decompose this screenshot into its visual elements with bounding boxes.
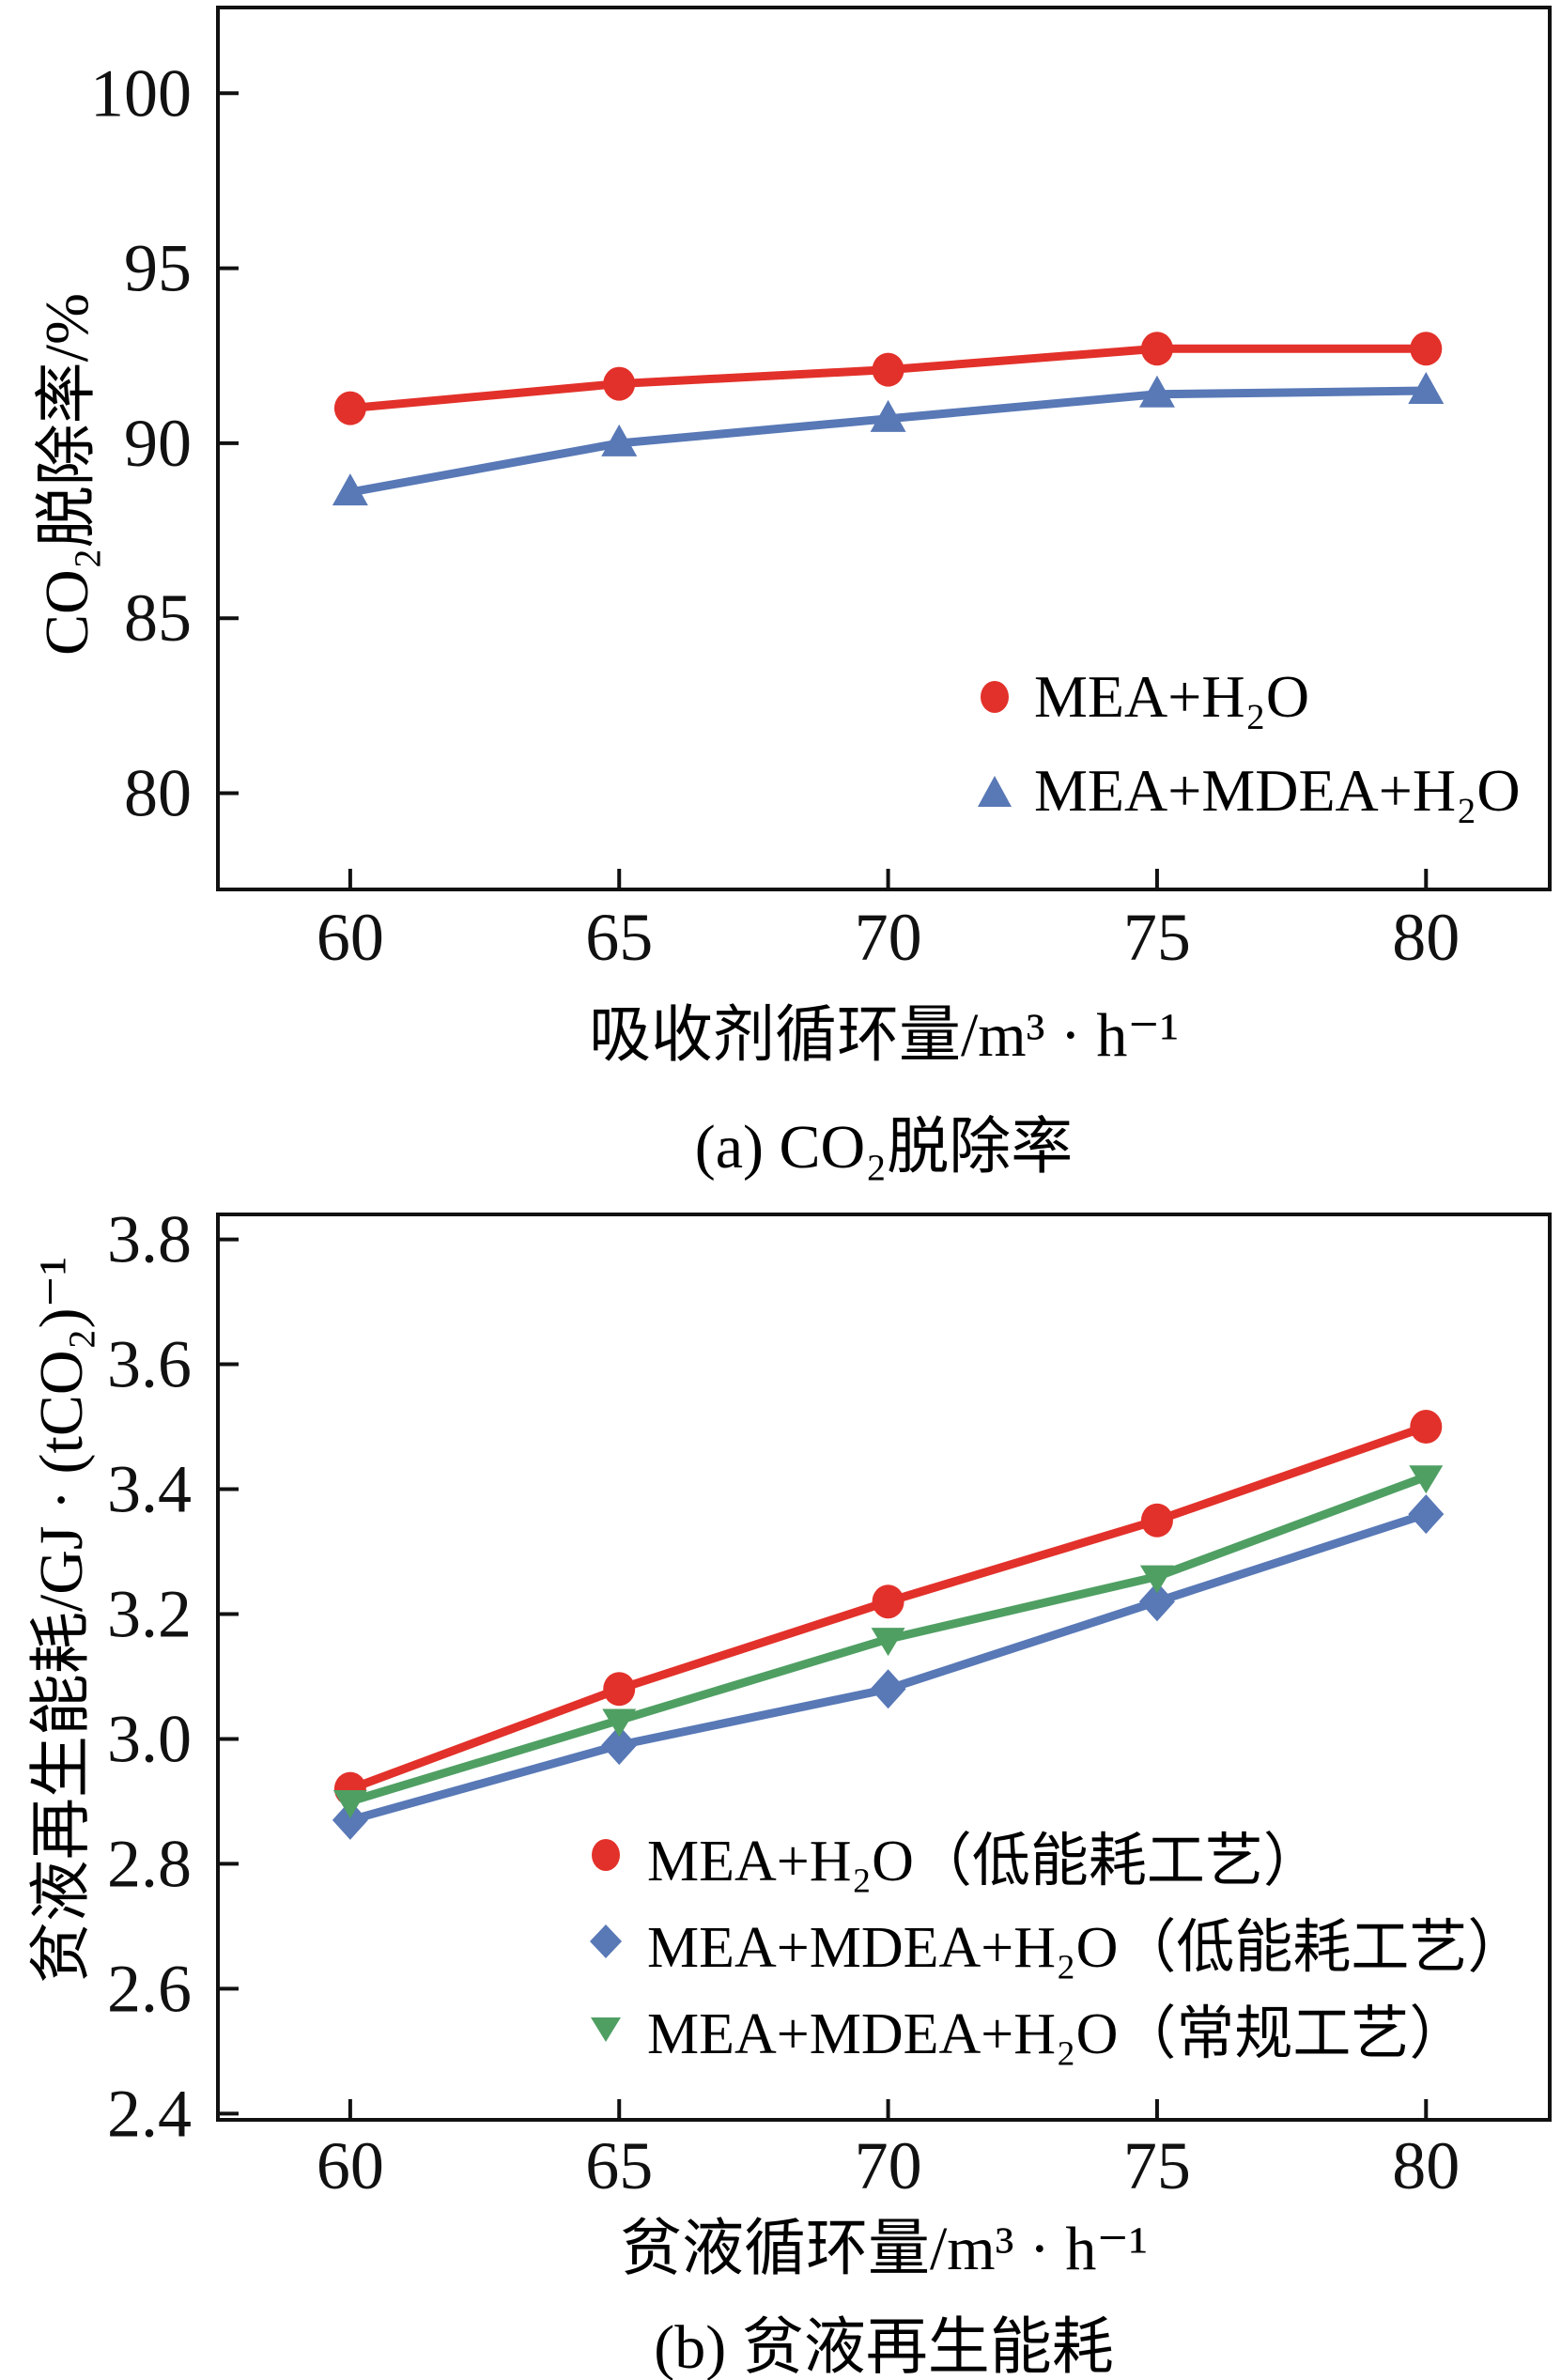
x-tick-label: 65 [585,900,653,975]
triangle-up-marker-icon [332,473,368,506]
circle-marker-icon [872,352,904,387]
circle-marker-icon [872,1584,904,1619]
x-tick-label: 80 [1392,900,1460,975]
y-tick-label: 2.8 [107,1826,192,1901]
circle-marker-icon [592,1839,620,1871]
series-line [348,1509,1428,1825]
x-tick-label: 60 [317,900,384,975]
y-tick-label: 100 [90,55,192,131]
y-tick-label: 3.0 [107,1701,192,1776]
legend-label: MEA+MDEA+H₂O（常规工艺） [647,2002,1468,2066]
diamond-marker-icon [601,1725,638,1766]
legend-a: MEA+H₂O MEA+MDEA+H₂O [976,650,1521,838]
circle-marker-icon [1410,332,1443,366]
y-tick-label: 2.6 [107,1951,192,2026]
plot-border [216,1213,1552,2122]
circle-marker-icon [1140,332,1173,366]
triangle-up-marker-icon [978,776,1012,807]
x-tick-label: 70 [855,2128,922,2203]
y-tick-label: 95 [124,231,192,306]
legend-label: MEA+MDEA+H₂O [1034,757,1521,824]
y-tick-label: 3.6 [107,1327,192,1402]
y-tick-label: 2.4 [107,2076,192,2151]
legend-b: MEA+H₂O（低能耗工艺） MEA+MDEA+H₂O（低能耗工艺） MEA+M… [587,1812,1525,2071]
caption-b: (b) 贫液再生能耗 [654,2313,1114,2380]
y-tick-label: 85 [124,580,192,656]
y-tick-label: 3.2 [107,1576,192,1651]
triangle-down-marker-icon [1139,1565,1174,1594]
legend-label: MEA+MDEA+H₂O（低能耗工艺） [647,1916,1526,1980]
triangle-up-marker-icon [1408,372,1445,405]
x-axis-label-b: 贫液循环量/m³ · h⁻¹ [619,2215,1149,2283]
diamond-marker-icon [1138,1582,1175,1622]
y-tick-label: 3.4 [107,1452,192,1527]
triangle-down-marker-icon [1409,1465,1444,1494]
circle-marker-icon [603,366,636,401]
diamond-marker-icon [870,1669,906,1709]
circle-marker-icon [1140,1503,1173,1538]
legend-item: MEA+MDEA+H₂O [976,744,1521,838]
diamond-marker-icon [1408,1494,1445,1535]
legend-item: MEA+H₂O（低能耗工艺） [587,1812,1525,1898]
caption-a: (a) CO₂脱除率 [694,1113,1074,1182]
circle-marker-icon [1410,1410,1443,1445]
triangle-down-marker-icon [591,2017,621,2042]
x-tick-label: 75 [1123,2128,1191,2203]
y-axis-label-a: CO₂脱除率/% [33,292,101,657]
diamond-marker-icon [332,1800,368,1840]
triangle-up-marker-icon [601,424,638,456]
plot-border [216,6,1552,891]
triangle-down-marker-icon [332,1789,367,1818]
x-tick-label: 75 [1123,900,1191,975]
y-axis-label-b: 贫液再生能耗/GJ · (tCO₂)⁻¹ [27,1256,96,1985]
circle-marker-icon [333,391,366,425]
y-tick-label: 3.8 [107,1202,192,1277]
diamond-marker-icon [590,1924,622,1958]
legend-item: MEA+MDEA+H₂O（常规工艺） [587,1985,1525,2071]
legend-label: MEA+H₂O（低能耗工艺） [647,1830,1321,1893]
chart-b-plot: 60 65 70 75 80 2.4 2.6 2.8 3.0 3.2 3.4 3.6 3.8 [107,1202,1552,2203]
x-tick-label: 70 [855,900,922,975]
x-tick-label: 65 [585,2128,653,2203]
legend-label: MEA+H₂O [1034,663,1310,730]
circle-marker-icon [981,681,1009,713]
legend-item: MEA+MDEA+H₂O（低能耗工艺） [587,1898,1525,1985]
legend-item: MEA+H₂O [976,650,1521,744]
triangle-up-marker-icon [1138,375,1175,408]
x-tick-label: 60 [317,2128,384,2203]
triangle-up-marker-icon [870,399,906,432]
x-tick-label: 80 [1392,2128,1460,2203]
triangle-down-marker-icon [602,1708,637,1738]
triangle-down-marker-icon [871,1628,905,1657]
y-tick-label: 80 [124,756,192,831]
circle-marker-icon [603,1672,636,1707]
y-tick-label: 90 [124,406,192,481]
x-axis-label-a: 吸收剂循环量/m³ · h⁻¹ [588,1001,1180,1070]
chart-a-plot: 60 65 70 75 80 80 85 90 95 100 [90,6,1552,975]
